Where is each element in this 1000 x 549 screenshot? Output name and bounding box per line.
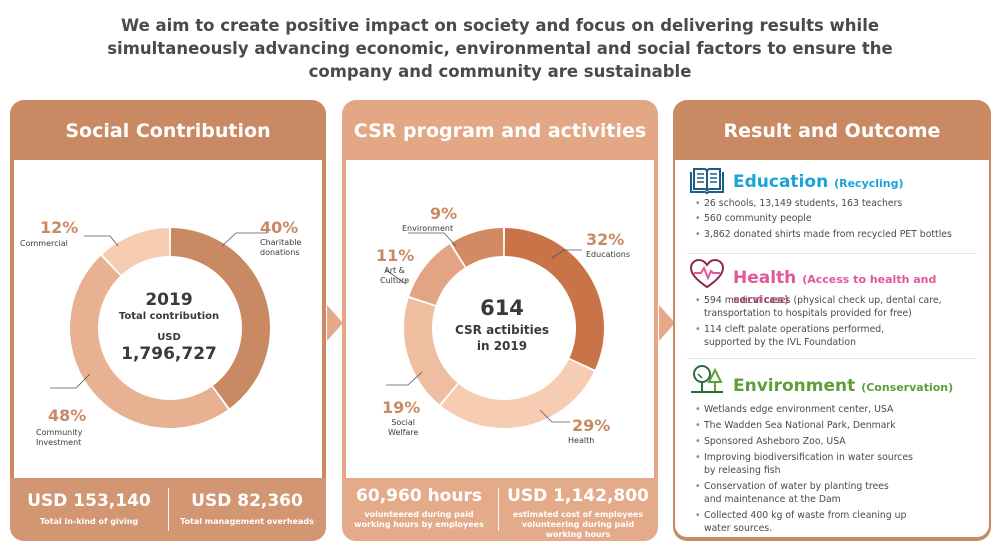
result-outcome-title: Result and Outcome	[723, 120, 941, 142]
center-currency: USD	[157, 332, 181, 343]
art-pct: 11%	[376, 246, 415, 265]
result-outcome-panel: Result and Outcome Education (Recycling)…	[673, 100, 991, 541]
list-item: 114 cleft palate operations performed,su…	[695, 323, 942, 349]
leader-line-community	[50, 373, 91, 389]
arrow-2	[659, 305, 675, 341]
footer-divider	[498, 488, 499, 531]
health-label: Health	[568, 436, 595, 445]
csr-program-panel: CSR program and activities 9% Environmen…	[342, 100, 658, 541]
list-item: Collected 400 kg of waste from cleaning …	[695, 509, 913, 535]
list-item: Wetlands edge environment center, USA	[695, 403, 913, 416]
trees-icon	[691, 365, 723, 393]
environment-label: Environment	[402, 224, 454, 233]
education-list: 26 schools, 13,149 students, 163 teacher…	[695, 197, 952, 244]
slice-commercial	[102, 228, 170, 276]
center-label: Total contribution	[118, 311, 220, 322]
community-label: Community Investment	[36, 428, 83, 447]
footer-in-kind: USD 153,140 Total in-kind of giving	[27, 491, 151, 526]
result-outcome-body: Education (Recycling) 26 schools, 13,149…	[675, 160, 989, 537]
health-list: 594 medical cases (physical check up, de…	[695, 294, 942, 352]
leader-line-educations	[551, 249, 582, 259]
social-welfare-label: Social Welfare	[388, 418, 419, 437]
leader-line-commercial	[84, 235, 119, 247]
csr-program-body: 9% Environment 32% Educations 11% Art & C…	[346, 160, 654, 478]
list-item: 560 community people	[695, 212, 952, 225]
slice-environment	[451, 228, 504, 267]
community-pct: 48%	[48, 406, 87, 425]
book-icon	[690, 168, 724, 195]
educations-label: Educations	[586, 250, 630, 259]
csr-center-line2: in 2019	[476, 339, 528, 353]
health-pct: 29%	[572, 416, 611, 435]
headline: We aim to create positive impact on soci…	[107, 16, 893, 81]
leader-line-art	[385, 269, 407, 285]
center-amount: 1,796,727	[121, 344, 217, 364]
footer-volunteer-cost: USD 1,142,800 estimated cost of employee…	[507, 486, 649, 539]
list-item: 594 medical cases (physical check up, de…	[695, 294, 942, 320]
art-label: Art & Culture	[380, 266, 410, 285]
slice-community	[70, 255, 228, 428]
csr-program-footer: 60,960 hours volunteered during paid work…	[342, 478, 658, 541]
slice-art-culture	[409, 244, 465, 306]
leader-line-charitable	[221, 232, 267, 247]
csr-count: 614	[480, 296, 524, 320]
csr-donut	[385, 228, 604, 429]
environment-list: Wetlands edge environment center, USA Th…	[695, 403, 913, 538]
csr-program-title: CSR program and activities	[353, 120, 647, 142]
list-item: Improving biodiversification in water so…	[695, 451, 913, 477]
health-title: Health (Access to health and services)	[733, 268, 937, 306]
environment-title: Environment (Conservation)	[733, 376, 954, 396]
separator	[687, 253, 977, 254]
educations-pct: 32%	[586, 230, 625, 249]
list-item: 26 schools, 13,149 students, 163 teacher…	[695, 197, 952, 210]
heart-pulse-icon	[689, 259, 725, 289]
education-title: Education (Recycling)	[733, 172, 904, 192]
social-contribution-body: 40% Charitable donations 12% Commercial 4…	[14, 160, 322, 478]
commercial-label: Commercial	[20, 239, 68, 248]
social-welfare-pct: 19%	[382, 398, 421, 417]
csr-center-line1: CSR actibities	[455, 323, 549, 337]
social-contribution-title: Social Contribution	[65, 120, 271, 142]
social-center: 2019 Total contribution USD 1,796,727	[114, 290, 224, 364]
charitable-label: Charitable donations	[260, 238, 302, 257]
charitable-pct: 40%	[260, 218, 299, 237]
center-year: 2019	[145, 290, 193, 310]
slice-health	[441, 359, 595, 429]
social-contribution-panel: Social Contribution 40% Charitable donati…	[10, 100, 326, 541]
leader-line-environment	[408, 232, 457, 247]
slice-social-welfare	[404, 298, 458, 405]
separator	[687, 358, 977, 359]
footer-overheads: USD 82,360 Total management overheads	[180, 491, 314, 526]
list-item: The Wadden Sea National Park, Denmark	[695, 419, 913, 432]
social-contribution-footer: USD 153,140 Total in-kind of giving USD …	[10, 478, 326, 541]
list-item: 3,862 donated shirts made from recycled …	[695, 228, 952, 241]
environment-pct: 9%	[430, 204, 458, 223]
footer-volunteer-hours: 60,960 hours volunteered during paid work…	[354, 486, 484, 529]
footer-divider	[168, 488, 169, 531]
list-item: Conservation of water by planting treesa…	[695, 480, 913, 506]
slice-charitable	[170, 228, 270, 409]
list-item: Sponsored Asheboro Zoo, USA	[695, 435, 913, 448]
leader-line-health	[539, 409, 570, 423]
arrow-1	[327, 305, 343, 341]
commercial-pct: 12%	[40, 218, 79, 237]
leader-line-social	[386, 371, 423, 386]
csr-center: 614 CSR actibities in 2019	[442, 296, 562, 353]
social-contribution-donut	[50, 228, 270, 428]
slice-educations	[504, 228, 604, 370]
